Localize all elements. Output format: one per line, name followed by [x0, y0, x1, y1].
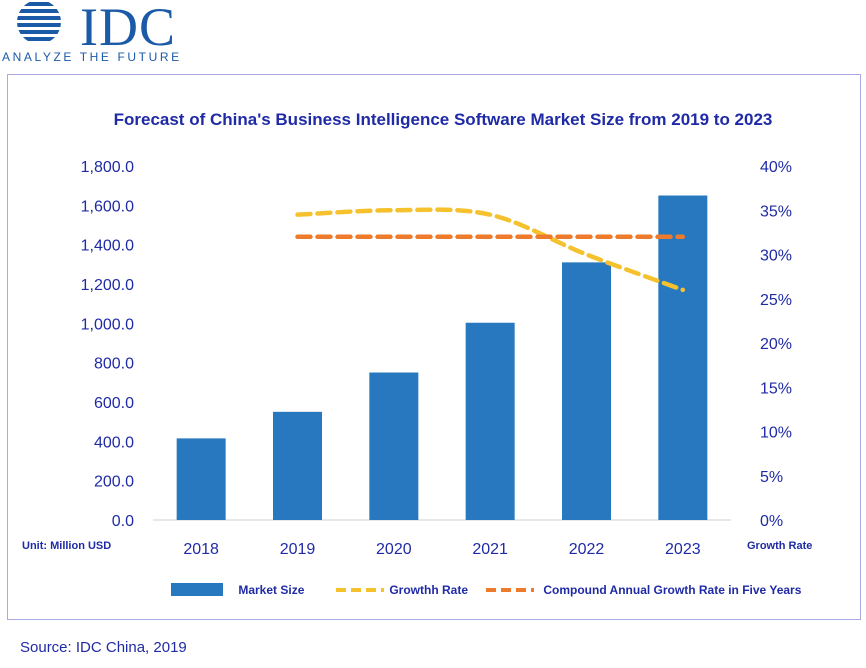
left-tick-label: 0.0: [112, 513, 134, 530]
x-tick-label: 2018: [183, 541, 219, 558]
left-tick-label: 1,800.0: [81, 159, 134, 176]
chart-title: Forecast of China's Business Intelligenc…: [113, 110, 773, 129]
legend-market-size: Market Size: [171, 582, 304, 597]
bar-market-size: [369, 372, 419, 520]
bar-market-size: [465, 322, 515, 520]
right-axis-label: Growth Rate: [747, 540, 813, 552]
legend-swatch-growth: [336, 588, 384, 593]
bar-market-size: [176, 438, 226, 520]
left-tick-label: 600.0: [94, 395, 134, 412]
right-tick-label: 15%: [760, 380, 792, 397]
left-tick-label: 200.0: [94, 474, 134, 491]
line-growth-rate: [295, 207, 686, 293]
right-tick-label: 5%: [760, 469, 783, 486]
legend-swatch-bar: [171, 583, 223, 597]
source-note: Source: IDC China, 2019: [20, 639, 187, 656]
logo-tagline: ANALYZE THE FUTURE: [2, 50, 182, 64]
x-tick-label: 2023: [665, 541, 701, 558]
x-tick-label: 2022: [569, 541, 605, 558]
idc-logo: IDC ANALYZE THE FUTURE: [0, 0, 200, 66]
logo-wordmark: IDC: [80, 0, 176, 57]
legend-label: Growthh Rate: [389, 582, 469, 597]
x-tick-label: 2020: [376, 541, 412, 558]
right-tick-label: 10%: [760, 425, 792, 442]
left-tick-label: 1,000.0: [81, 316, 134, 333]
legend-label: Compound Annual Growth Rate in Five Year…: [543, 582, 802, 597]
left-tick-label: 1,200.0: [81, 277, 134, 294]
right-tick-label: 25%: [760, 292, 792, 309]
chart-frame: [7, 74, 861, 620]
right-tick-label: 30%: [760, 248, 792, 265]
bar-market-size: [273, 411, 322, 520]
legend-label: Market Size: [238, 582, 305, 597]
legend-cagr: Compound Annual Growth Rate in Five Year…: [484, 582, 801, 597]
bar-market-size: [562, 262, 611, 520]
left-tick-label: 800.0: [94, 356, 134, 373]
left-tick-label: 1,600.0: [81, 198, 134, 215]
right-tick-label: 40%: [760, 159, 792, 176]
bar-market-size: [658, 195, 708, 520]
left-tick-label: 1,400.0: [81, 238, 134, 255]
right-tick-label: 35%: [760, 203, 792, 220]
left-axis-label: Unit: Million USD: [22, 540, 112, 552]
globe-icon: [17, 0, 61, 44]
left-tick-label: 400.0: [94, 434, 134, 451]
legend-growth-rate: Growthh Rate: [334, 582, 468, 597]
right-tick-label: 20%: [760, 336, 792, 353]
x-tick-label: 2021: [472, 541, 508, 558]
right-tick-label: 0%: [760, 513, 783, 530]
legend-swatch-cagr: [486, 588, 534, 593]
x-tick-label: 2019: [280, 541, 316, 558]
